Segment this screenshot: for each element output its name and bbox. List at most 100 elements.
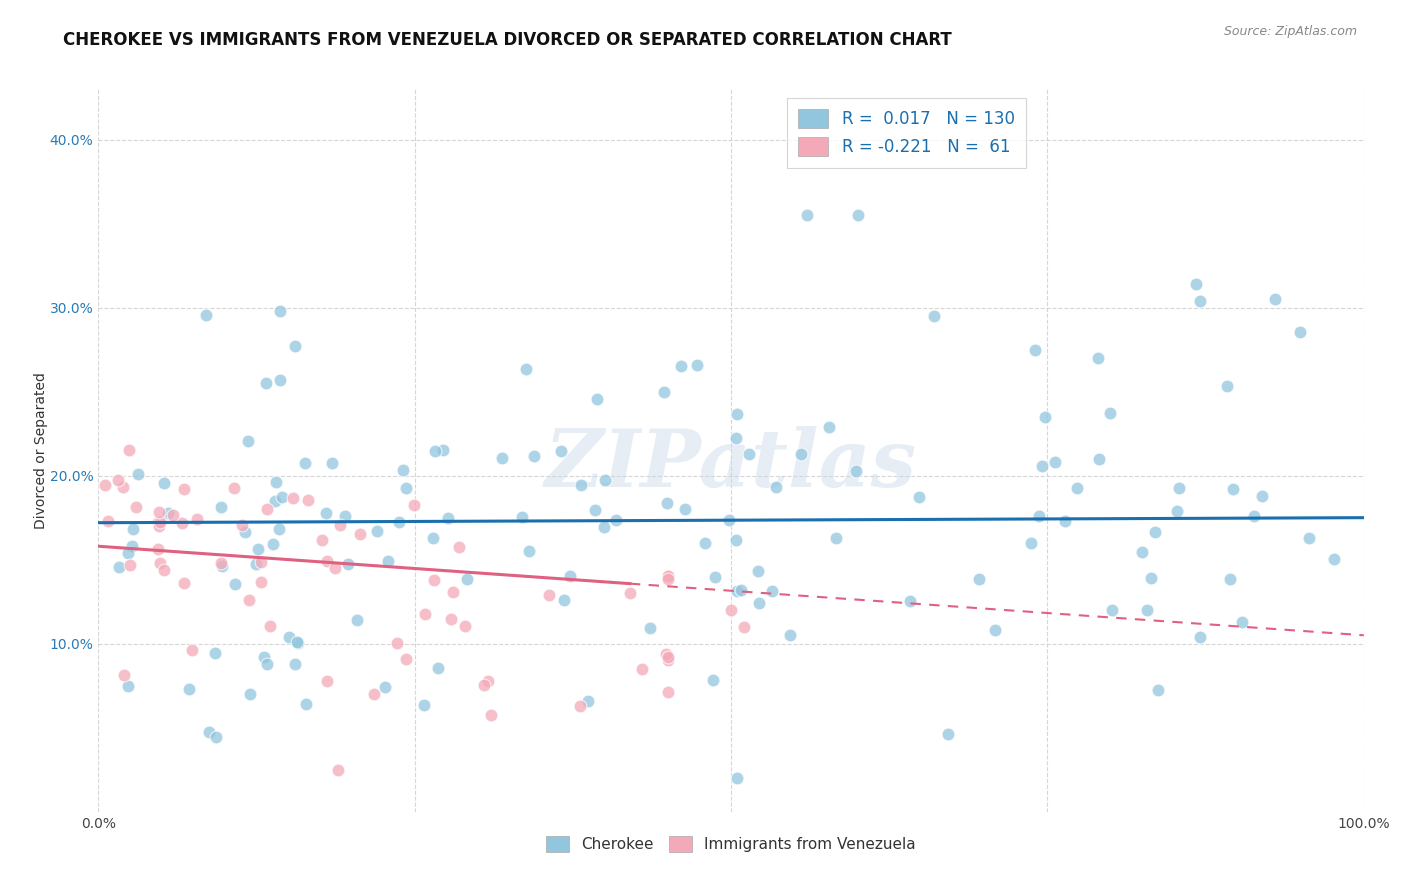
Point xyxy=(209,500,232,515)
Point xyxy=(269,522,291,536)
Point xyxy=(404,498,426,512)
Point xyxy=(655,647,678,661)
Point xyxy=(1031,458,1053,473)
Point xyxy=(673,502,696,516)
Point xyxy=(363,687,385,701)
Point xyxy=(558,569,581,583)
Point xyxy=(733,620,755,634)
Point xyxy=(441,584,464,599)
Point xyxy=(1230,615,1253,629)
Point xyxy=(818,420,841,434)
Point xyxy=(1166,504,1188,518)
Point xyxy=(278,630,301,644)
Point xyxy=(117,679,139,693)
Point xyxy=(720,603,742,617)
Point xyxy=(1323,552,1346,566)
Point xyxy=(250,574,273,589)
Point xyxy=(1024,343,1046,357)
Point xyxy=(97,514,120,528)
Point xyxy=(148,519,170,533)
Point xyxy=(335,508,357,523)
Point xyxy=(657,496,679,510)
Point xyxy=(153,476,176,491)
Point xyxy=(936,726,959,740)
Point xyxy=(472,678,495,692)
Point xyxy=(264,494,287,508)
Point xyxy=(392,463,415,477)
Point xyxy=(725,771,748,785)
Point xyxy=(238,593,260,607)
Point xyxy=(583,502,606,516)
Point xyxy=(153,563,176,577)
Point xyxy=(337,557,360,571)
Point xyxy=(738,447,761,461)
Point xyxy=(477,674,499,689)
Point xyxy=(295,697,318,711)
Point xyxy=(1053,514,1076,528)
Point xyxy=(222,481,245,495)
Point xyxy=(172,516,194,530)
Point xyxy=(718,513,741,527)
Point xyxy=(1185,277,1208,291)
Point xyxy=(315,506,337,520)
Point xyxy=(425,444,447,458)
Point xyxy=(654,384,676,399)
Point xyxy=(284,657,307,672)
Point xyxy=(730,583,752,598)
Y-axis label: Divorced or Separated: Divorced or Separated xyxy=(34,372,48,529)
Point xyxy=(845,464,868,478)
Point xyxy=(120,558,142,573)
Point xyxy=(638,621,661,635)
Point xyxy=(157,506,180,520)
Point xyxy=(236,434,259,448)
Point xyxy=(285,635,308,649)
Point xyxy=(149,556,172,570)
Point xyxy=(173,575,195,590)
Point xyxy=(259,619,281,633)
Point xyxy=(724,430,747,444)
Point xyxy=(388,515,411,529)
Point xyxy=(479,708,502,723)
Point xyxy=(657,653,679,667)
Point xyxy=(1167,481,1189,495)
Point xyxy=(387,636,409,650)
Point xyxy=(246,541,269,556)
Point xyxy=(657,684,679,698)
Point xyxy=(328,764,350,778)
Point xyxy=(93,477,117,491)
Point xyxy=(515,361,537,376)
Point xyxy=(269,304,291,318)
Point xyxy=(127,467,149,482)
Point xyxy=(630,662,652,676)
Point xyxy=(287,636,309,650)
Point xyxy=(825,531,848,545)
Point xyxy=(427,660,450,674)
Point xyxy=(907,490,929,504)
Point xyxy=(1219,572,1241,586)
Point xyxy=(254,376,277,390)
Point xyxy=(107,473,129,487)
Point xyxy=(586,392,609,407)
Point xyxy=(657,569,679,583)
Point xyxy=(231,518,253,533)
Point xyxy=(328,518,350,533)
Point xyxy=(264,475,287,489)
Point xyxy=(422,573,444,587)
Point xyxy=(761,584,783,599)
Point xyxy=(550,443,572,458)
Point xyxy=(440,612,463,626)
Point xyxy=(195,308,218,322)
Point xyxy=(224,576,246,591)
Point xyxy=(967,572,990,586)
Point xyxy=(315,554,337,568)
Point xyxy=(209,556,232,570)
Point xyxy=(447,540,470,554)
Point xyxy=(377,553,399,567)
Point xyxy=(1101,603,1123,617)
Point xyxy=(537,588,560,602)
Point xyxy=(765,479,787,493)
Point xyxy=(311,533,333,548)
Point xyxy=(269,373,291,387)
Text: CHEROKEE VS IMMIGRANTS FROM VENEZUELA DIVORCED OR SEPARATED CORRELATION CHART: CHEROKEE VS IMMIGRANTS FROM VENEZUELA DI… xyxy=(63,31,952,49)
Point xyxy=(284,339,307,353)
